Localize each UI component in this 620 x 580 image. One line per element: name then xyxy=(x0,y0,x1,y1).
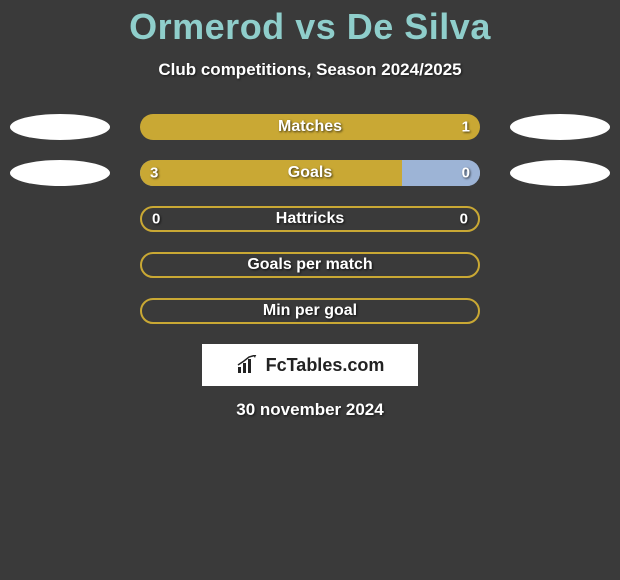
chart-icon xyxy=(236,355,260,375)
stat-value-left: 0 xyxy=(152,211,160,228)
right-ellipse xyxy=(510,160,610,186)
date-text: 30 november 2024 xyxy=(0,400,620,420)
stat-row: Goals 3 0 xyxy=(0,160,620,186)
logo-box: FcTables.com xyxy=(202,344,418,386)
stat-rows: Matches 1 Goals 3 0 Hattricks 0 0 Goals per matc… xyxy=(0,114,620,324)
player-left-name: Ormerod xyxy=(129,6,285,47)
stat-label: Goals per match xyxy=(247,256,372,274)
stat-label: Hattricks xyxy=(276,210,344,228)
subtitle: Club competitions, Season 2024/2025 xyxy=(0,60,620,80)
stat-value-right: 0 xyxy=(462,165,470,182)
page-title: Ormerod vs De Silva xyxy=(0,6,620,48)
stat-row: Matches 1 xyxy=(0,114,620,140)
stat-label: Min per goal xyxy=(263,302,357,320)
stat-label: Goals xyxy=(288,164,332,182)
stat-bar: Matches 1 xyxy=(140,114,480,140)
stat-value-left: 3 xyxy=(150,165,158,182)
stat-value-right: 0 xyxy=(460,211,468,228)
left-ellipse xyxy=(10,114,110,140)
stat-value-right: 1 xyxy=(462,119,470,136)
stat-label: Matches xyxy=(278,118,342,136)
player-right-name: De Silva xyxy=(347,6,491,47)
stat-row: Min per goal xyxy=(0,298,620,324)
stat-bar: Min per goal xyxy=(140,298,480,324)
logo-text: FcTables.com xyxy=(266,355,385,376)
fill-left xyxy=(140,160,402,186)
stat-bar: Goals per match xyxy=(140,252,480,278)
stat-row: Goals per match xyxy=(0,252,620,278)
left-ellipse xyxy=(10,160,110,186)
stat-bar: Goals 3 0 xyxy=(140,160,480,186)
stat-bar: Hattricks 0 0 xyxy=(140,206,480,232)
stat-row: Hattricks 0 0 xyxy=(0,206,620,232)
title-vs: vs xyxy=(295,6,336,47)
right-ellipse xyxy=(510,114,610,140)
comparison-infographic: Ormerod vs De Silva Club competitions, S… xyxy=(0,0,620,420)
